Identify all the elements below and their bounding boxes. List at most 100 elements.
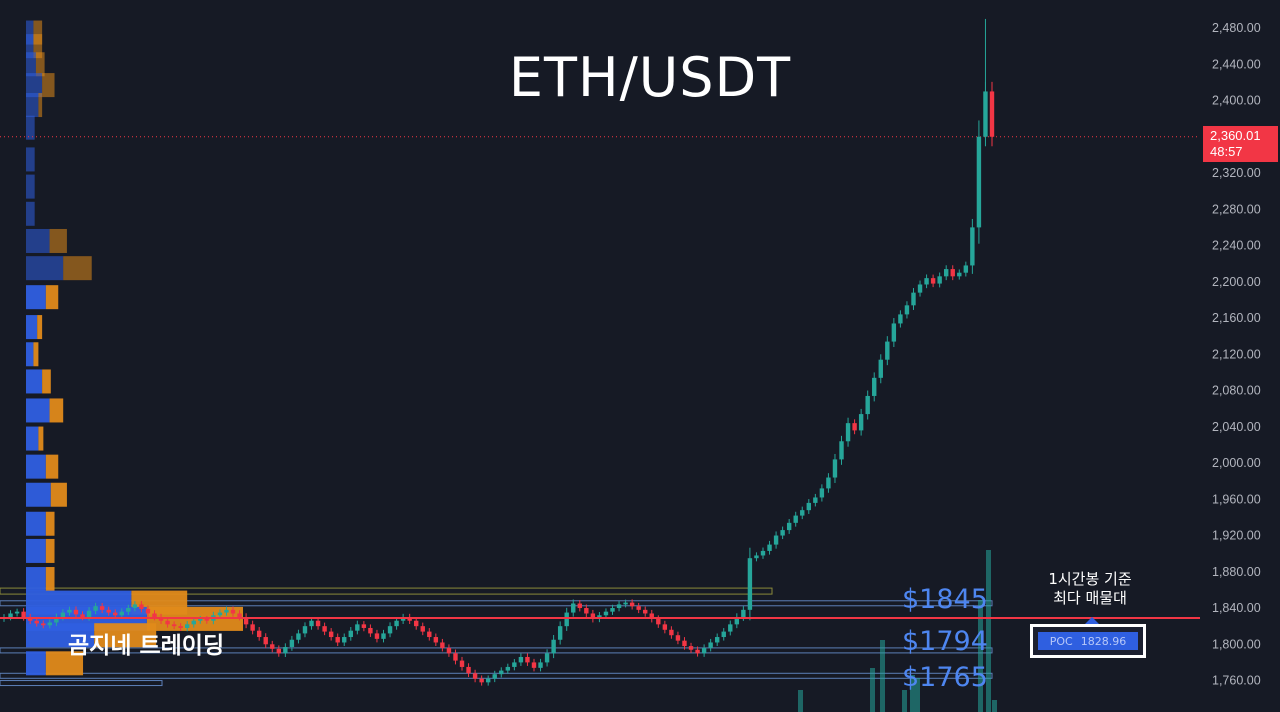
candle-body xyxy=(276,648,282,654)
candle-body xyxy=(440,642,445,648)
candle-body xyxy=(603,611,609,616)
candle-body xyxy=(872,377,877,396)
y-axis-tick-label: 2,280.00 xyxy=(1212,202,1261,216)
candle-body xyxy=(309,620,314,627)
chart-title: ETH/USDT xyxy=(508,46,792,109)
candle-body xyxy=(662,624,668,630)
candle-body xyxy=(250,624,255,631)
volume-profile-buy-bar xyxy=(26,147,35,172)
candle-body xyxy=(381,633,386,639)
volume-profile-sell-bar xyxy=(37,315,43,340)
candle-body xyxy=(243,617,249,625)
candle-body xyxy=(152,613,157,618)
y-axis-tick-label: 2,120.00 xyxy=(1212,347,1261,361)
candle-body xyxy=(355,624,360,631)
candle-body xyxy=(852,423,857,431)
candle-body xyxy=(858,414,864,431)
volume-profile-buy-bar xyxy=(26,228,50,253)
candle-body xyxy=(773,535,779,545)
candle-body xyxy=(328,631,334,638)
candle-body xyxy=(119,611,124,616)
last-price-tag[interactable]: 2,360.01 48:57 xyxy=(1203,126,1278,162)
candle-body xyxy=(800,510,805,516)
candle-body xyxy=(374,633,380,639)
candle-body xyxy=(989,91,995,137)
candle-body xyxy=(185,624,190,628)
candle-body xyxy=(198,618,203,621)
zone-box xyxy=(0,647,993,654)
candle-body xyxy=(459,660,465,667)
candle-body xyxy=(485,678,491,683)
candle-body xyxy=(217,612,223,616)
candle-body xyxy=(34,620,39,624)
candle-body xyxy=(885,341,890,360)
poc-arrow-icon xyxy=(1085,617,1099,624)
candle-body xyxy=(479,678,484,683)
candle-body xyxy=(256,630,262,638)
candle-body xyxy=(682,640,687,647)
candle-body xyxy=(669,629,674,636)
candle-body xyxy=(492,674,497,679)
volume-profile-sell-bar xyxy=(45,511,55,536)
volume-bar xyxy=(902,690,907,712)
y-axis-tick-label: 2,320.00 xyxy=(1212,166,1261,180)
candle-body xyxy=(472,673,478,679)
candle-body xyxy=(584,608,589,614)
candle-body xyxy=(845,423,851,442)
volume-profile-sell-bar xyxy=(38,426,44,451)
candle-body xyxy=(126,608,131,612)
volume-profile-sell-bar xyxy=(35,52,45,77)
candle-body xyxy=(145,608,151,614)
candle-body xyxy=(191,620,196,625)
volume-profile-sell-bar xyxy=(38,93,43,118)
candle-body xyxy=(230,609,236,614)
candle-body xyxy=(315,620,321,627)
volume-profile-buy-bar xyxy=(26,34,34,59)
volume-bar xyxy=(880,640,885,712)
volume-profile-sell-bar xyxy=(49,228,67,253)
candle-body xyxy=(531,662,537,668)
candle-countdown: 48:57 xyxy=(1210,144,1243,159)
candle-body xyxy=(518,656,524,663)
candle-body xyxy=(322,626,327,632)
candle-body xyxy=(14,611,20,614)
candle-body xyxy=(577,603,582,609)
candle-body xyxy=(361,624,367,628)
zone-box xyxy=(0,587,773,595)
candle-body xyxy=(453,653,458,661)
candle-body xyxy=(813,497,818,503)
candle-body xyxy=(544,653,550,663)
y-axis-tick-label: 1,920.00 xyxy=(1212,529,1261,543)
candle-body xyxy=(551,639,556,654)
candle-body xyxy=(335,637,340,643)
candle-body xyxy=(819,488,825,498)
volume-profile-sell-bar xyxy=(45,454,59,479)
y-axis-tick-label: 1,840.00 xyxy=(1212,601,1261,615)
candle-body xyxy=(113,612,118,616)
candle-body xyxy=(688,646,694,650)
candle-body xyxy=(629,602,635,607)
y-axis-tick-label: 1,760.00 xyxy=(1212,674,1261,688)
level-label-1845: $1845 xyxy=(902,584,988,615)
volume-bar xyxy=(915,678,920,712)
volume-profile-sell-bar xyxy=(45,567,55,592)
candle-body xyxy=(656,618,661,625)
candle-body xyxy=(21,611,26,618)
annotation-text: 1시간봉 기준 최다 매물대 xyxy=(1012,570,1168,608)
volume-profile-buy-bar xyxy=(26,20,34,45)
y-axis-tick-label: 2,240.00 xyxy=(1212,239,1261,253)
volume-profile-buy-bar xyxy=(26,342,34,367)
volume-profile-buy-bar xyxy=(26,511,46,536)
volume-profile-sell-bar xyxy=(45,538,55,563)
volume-profile-buy-bar xyxy=(26,285,46,310)
candle-body xyxy=(937,276,942,284)
candle-body xyxy=(767,544,772,551)
y-axis-tick-label: 1,800.00 xyxy=(1212,637,1261,651)
volume-profile-sell-bar xyxy=(94,623,157,648)
poc-badge[interactable]: POC 1828.96 xyxy=(1038,632,1138,650)
volume-profile-buy-bar xyxy=(26,398,50,423)
candle-body xyxy=(47,622,53,626)
candle-body xyxy=(898,314,903,324)
poc-label: POC xyxy=(1049,634,1073,648)
